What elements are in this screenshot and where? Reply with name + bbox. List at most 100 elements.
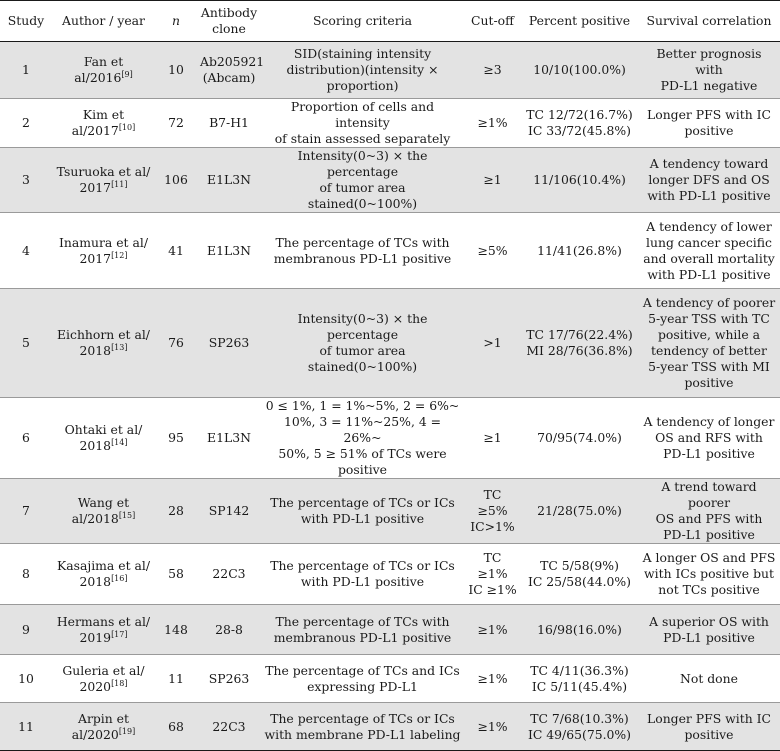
cell-percent: TC 12/72(16.7%) IC 33/72(45.8%) <box>526 107 633 138</box>
reference-number: [18] <box>111 678 128 688</box>
header-author: Author / year <box>52 0 155 42</box>
cell-n: 72 <box>168 115 184 130</box>
cell-survival: A tendency of longer OS and RFS with PD-… <box>643 414 775 461</box>
cell-n: 95 <box>168 430 184 445</box>
cell-n: 10 <box>168 62 184 77</box>
reference-number: [19] <box>118 726 136 736</box>
header-criteria: Scoring criteria <box>261 0 464 42</box>
table-row: 1 Fan et al/2016[9] 10 Ab205921 (Abcam) SID(… <box>0 41 780 99</box>
cell-clone: E1L3N <box>207 242 251 258</box>
author-text: Arpin et al/2020 <box>71 710 129 742</box>
author-text: Kim et al/2017 <box>71 107 125 138</box>
reference-number: [12] <box>111 250 128 260</box>
cell-study: 6 <box>22 430 30 445</box>
cell-criteria: The percentage of TCs and ICs expressing… <box>265 662 460 694</box>
cell-cutoff: ≥1% <box>477 718 508 734</box>
cell-n: 68 <box>168 718 184 734</box>
cell-cutoff: ≥1% <box>477 621 508 637</box>
cell-criteria: The percentage of TCs or ICs with PD-L1 … <box>270 558 455 589</box>
cell-study: 11 <box>18 718 34 734</box>
cell-author: Eichhorn et al/ 2018[13] <box>52 289 155 398</box>
table-body: 1 Fan et al/2016[9] 10 Ab205921 (Abcam) SID(… <box>0 41 780 751</box>
table-row: 5 Eichhorn et al/ 2018[13] 76 SP263 Intensit… <box>0 288 780 398</box>
cell-percent: 70/95(74.0%) <box>537 430 622 445</box>
reference-number: [9] <box>121 69 133 79</box>
cell-author: Kim et al/2017[10] <box>52 99 155 148</box>
cell-study: 3 <box>22 172 30 187</box>
header-percent: Percent positive <box>521 0 638 42</box>
cell-cutoff: ≥1% <box>477 115 508 130</box>
header-study: Study <box>0 0 52 42</box>
cell-survival: A tendency of poorer 5-year TSS with TC … <box>642 295 776 390</box>
cell-n: 58 <box>168 566 184 581</box>
cell-clone: 22C3 <box>212 566 246 581</box>
header-cutoff: Cut-off <box>464 0 521 42</box>
cell-cutoff: ≥5% <box>477 242 508 258</box>
cell-n: 106 <box>164 172 188 187</box>
cell-clone: 22C3 <box>212 718 246 734</box>
cell-survival: A superior OS with PD-L1 positive <box>649 613 769 645</box>
reference-number: [15] <box>118 510 136 520</box>
cell-study: 8 <box>22 566 30 581</box>
cell-percent: 16/98(16.0%) <box>537 621 622 637</box>
reference-number: [14] <box>111 437 128 447</box>
header-n: n <box>155 0 197 42</box>
table-row: 8 Kasajima et al/ 2018[16] 58 22C3 The perce… <box>0 544 780 605</box>
cell-clone: SP263 <box>208 335 250 350</box>
cell-criteria: Intensity(0~3) × the percentage of tumor… <box>297 148 428 211</box>
author-text: Eichhorn et al/ 2018 <box>57 327 150 358</box>
cell-study: 1 <box>22 62 30 77</box>
cell-clone: Ab205921 (Abcam) <box>200 54 265 85</box>
author-text: Wang et al/2018 <box>71 495 130 526</box>
table-row: 10 Guleria et al/ 2020[18] 11 SP263 The perc… <box>0 655 780 703</box>
table-row: 6 Ohtaki et al/ 2018[14] 95 E1L3N 0 ≤ 1%, 1 … <box>0 398 780 479</box>
cell-survival: Not done <box>680 670 738 686</box>
cell-percent: 11/106(10.4%) <box>533 172 626 187</box>
cell-author: Kasajima et al/ 2018[16] <box>52 544 155 605</box>
author-text: Guleria et al/ 2020 <box>62 662 145 694</box>
author-text: Fan et al/2016 <box>74 54 124 85</box>
cell-cutoff: ≥3 <box>483 62 502 77</box>
cell-percent: TC 5/58(9%) IC 25/58(44.0%) <box>527 558 632 589</box>
cell-percent: TC 7/68(10.3%) IC 49/65(75.0%) <box>527 710 632 742</box>
cell-criteria: The percentage of TCs with membranous PD… <box>273 613 452 645</box>
table-row: 9 Hermans et al/ 2019[17] 148 28-8 The perce… <box>0 604 780 655</box>
cell-author: Ohtaki et al/ 2018[14] <box>52 398 155 479</box>
cell-criteria: Proportion of cells and intensity of sta… <box>274 99 451 146</box>
reference-number: [16] <box>111 573 128 583</box>
reference-number: [17] <box>111 629 128 639</box>
cell-clone: E1L3N <box>207 430 251 445</box>
cell-cutoff: >1 <box>483 335 502 350</box>
cell-study: 2 <box>22 115 30 130</box>
cell-study: 4 <box>22 242 30 258</box>
cell-clone: E1L3N <box>207 172 251 187</box>
author-text: Hermans et al/ 2019 <box>56 613 151 645</box>
author-text: Tsuruoka et al/ 2017 <box>56 164 151 195</box>
cell-n: 41 <box>168 242 184 258</box>
cell-survival: Longer PFS with IC positive <box>647 107 771 138</box>
table-row: 7 Wang et al/2018[15] 28 SP142 The percentag… <box>0 478 780 544</box>
cell-cutoff: TC ≥1% IC ≥1% <box>468 550 517 597</box>
cell-survival: Longer PFS with IC positive <box>647 710 771 742</box>
table-header: Study Author / year n Antibody clone Sco… <box>0 0 780 42</box>
cell-criteria: The percentage of TCs with membranous PD… <box>273 234 452 266</box>
cell-n: 76 <box>168 335 184 350</box>
cell-survival: A tendency toward longer DFS and OS with… <box>647 156 771 203</box>
table-row: 4 Inamura et al/ 2017[12] 41 E1L3N The perce… <box>0 213 780 289</box>
cell-percent: 10/10(100.0%) <box>533 62 626 77</box>
reference-number: [13] <box>111 342 128 352</box>
cell-criteria: 0 ≤ 1%, 1 = 1%~5%, 2 = 6%~ 10%, 3 = 11%~… <box>265 398 460 477</box>
cell-cutoff: ≥1 <box>483 430 502 445</box>
cell-n: 28 <box>168 503 184 518</box>
cell-percent: 11/41(26.8%) <box>537 242 622 258</box>
cell-cutoff: TC ≥5% IC>1% <box>470 487 515 534</box>
reference-number: [11] <box>111 179 128 189</box>
table-row: 3 Tsuruoka et al/ 2017[11] 106 E1L3N Intensi… <box>0 147 780 213</box>
cell-survival: A longer OS and PFS with ICs positive bu… <box>642 550 776 597</box>
cell-survival: A tendency of lower lung cancer specific… <box>643 218 775 282</box>
author-text: Inamura et al/ 2017 <box>58 234 148 266</box>
cell-author: Inamura et al/ 2017[12] <box>52 213 155 289</box>
cell-n: 11 <box>168 670 184 686</box>
cell-clone: 28-8 <box>215 621 243 637</box>
cell-n: 148 <box>164 621 188 637</box>
